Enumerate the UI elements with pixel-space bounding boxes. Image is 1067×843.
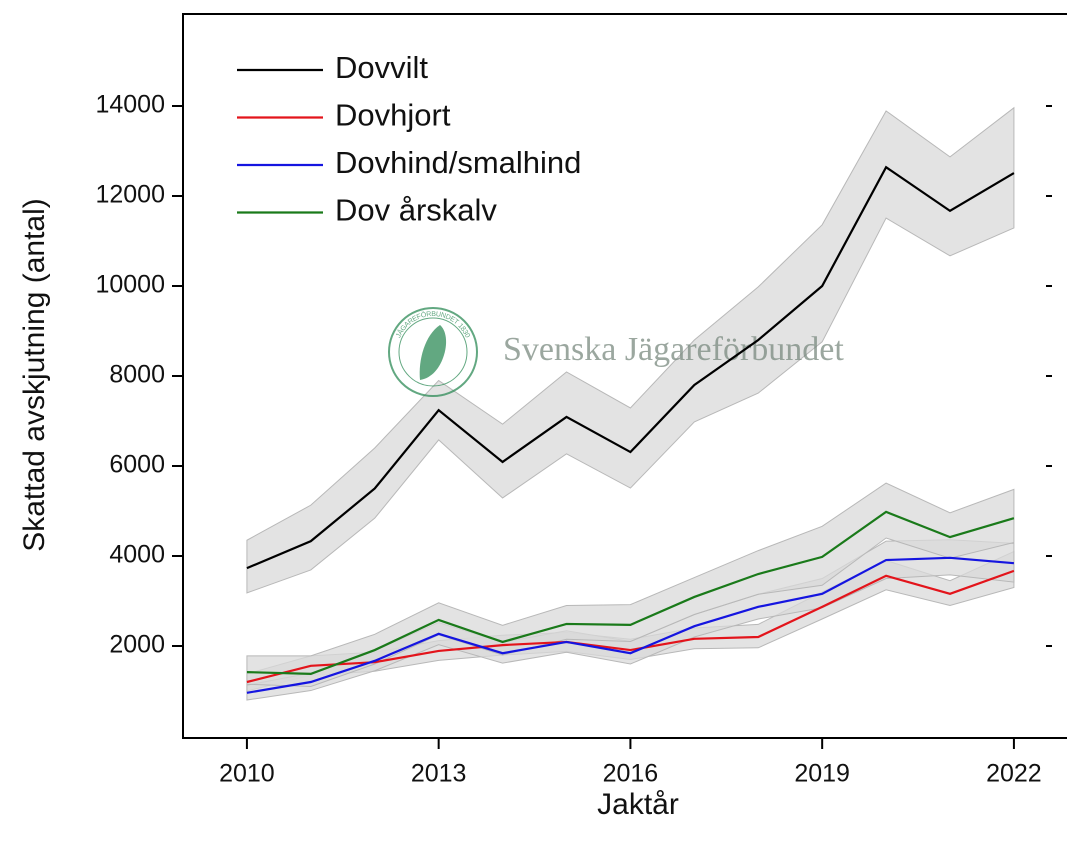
x-tick-label: 2022 [986,760,1042,788]
series-line [246,569,1015,684]
y-tick-label: 2000 [109,631,165,659]
y-tick-label: 6000 [109,451,165,479]
x-tick-label: 2010 [219,760,275,788]
y-tick-label: 10000 [95,271,165,299]
legend-label: Dovhind/smalhind [335,145,581,180]
y-tick-label: 14000 [95,91,165,119]
legend-label: Dovvilt [335,50,428,85]
logo-inner [398,317,468,387]
logo-bird [419,325,447,380]
confidence-band [246,482,1015,688]
y-tick-label: 4000 [109,541,165,569]
x-axis-label: Jaktår [597,788,679,821]
x-tick-label: 2019 [794,760,850,788]
series-line [246,510,1015,676]
confidence-band [246,106,1015,594]
x-tick-label: 2013 [411,760,467,788]
bands [246,106,1015,701]
legend-label: Dov årskalv [335,193,497,228]
lines [246,165,1015,694]
axes [172,13,1067,749]
y-axis-label: Skattad avskjutning (antal) [18,198,51,552]
legend: Dovvilt Dovhjort Dovhind/smalhind Dov årska… [237,50,581,228]
series-line [246,165,1015,570]
legend-label: Dovhjort [335,98,451,133]
series-line [246,556,1015,694]
x-tick-label: 2016 [603,760,659,788]
watermark-text: Svenska Jägareförbundet [503,331,844,368]
y-tick-label: 12000 [95,181,165,209]
watermark: JÄGAREFÖRBUNDET 1830 Svenska Jägareförbu… [388,307,844,397]
logo-ring [388,307,478,397]
y-tick-label: 8000 [109,361,165,389]
